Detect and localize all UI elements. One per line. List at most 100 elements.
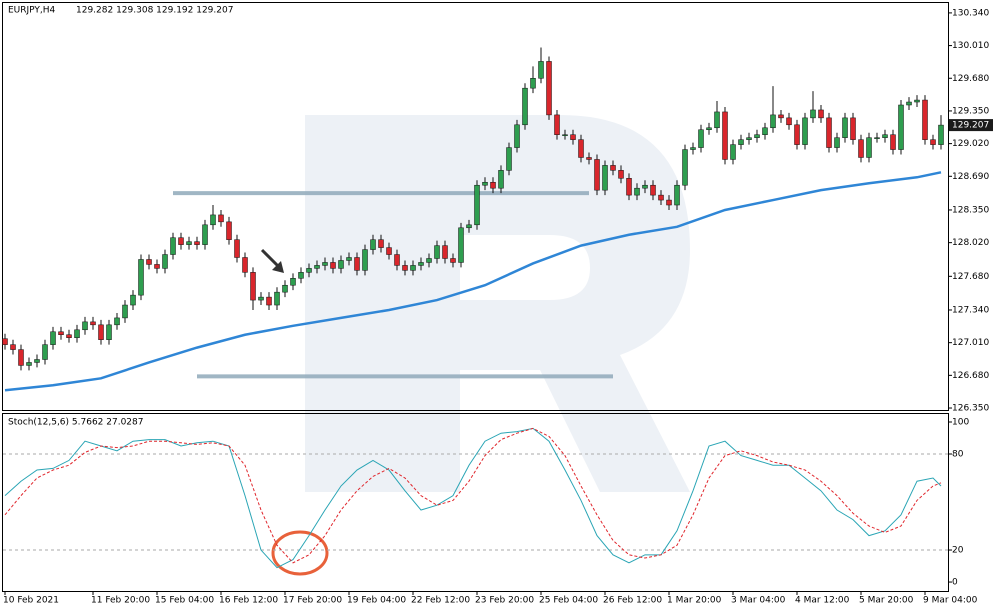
candle-body xyxy=(218,214,224,223)
y-tick-label: 100 xyxy=(952,418,969,428)
candle-body xyxy=(682,149,688,186)
candle-body xyxy=(898,104,904,150)
candle-body xyxy=(306,268,312,273)
stoch-line xyxy=(4,427,942,569)
candle-body xyxy=(346,257,352,261)
candle-body xyxy=(938,124,944,145)
candle-body xyxy=(562,134,568,136)
x-tick-label: 26 Feb 12:00 xyxy=(603,596,662,606)
candle-body xyxy=(690,147,696,150)
x-tick-label: 9 Mar 04:00 xyxy=(923,596,978,606)
candle-body xyxy=(786,117,792,126)
candle-body xyxy=(578,139,584,158)
y-tick-label: 129.020 xyxy=(952,139,989,149)
candle-body xyxy=(194,241,200,245)
candle-body xyxy=(34,359,40,363)
candle-body xyxy=(338,260,344,269)
candle-body xyxy=(74,329,80,338)
candle-body xyxy=(42,344,48,360)
candle-body xyxy=(762,127,768,135)
candle-body xyxy=(802,117,808,145)
candle-body xyxy=(714,111,720,129)
candle-body xyxy=(602,165,608,191)
candle-body xyxy=(666,199,672,206)
candle-body xyxy=(658,194,664,201)
candle-body xyxy=(298,272,304,279)
candle-body xyxy=(874,137,880,139)
y-tick-label: 128.690 xyxy=(952,172,989,182)
x-tick-label: 16 Feb 12:00 xyxy=(219,596,278,606)
x-tick-label: 15 Feb 04:00 xyxy=(155,596,214,606)
candle-body xyxy=(546,61,552,116)
candle-body xyxy=(330,262,336,269)
candle-body xyxy=(642,184,648,189)
x-tick-label: 11 Feb 20:00 xyxy=(91,596,150,606)
candle-body xyxy=(370,239,376,250)
stoch-panel-border xyxy=(2,413,949,592)
candle-body xyxy=(258,296,264,301)
candle-body xyxy=(130,294,136,306)
x-tick-label: 19 Feb 04:00 xyxy=(347,596,406,606)
candle-body xyxy=(522,87,528,126)
y-tick-label: 126.350 xyxy=(952,404,989,414)
candle-body xyxy=(634,187,640,196)
candle-body xyxy=(482,181,488,186)
candle-body xyxy=(818,109,824,119)
candle-body xyxy=(890,134,896,150)
candle-body xyxy=(426,258,432,263)
moving-average xyxy=(4,171,942,392)
candle-body xyxy=(186,241,192,245)
candle-body xyxy=(50,331,56,345)
candle-body xyxy=(770,114,776,129)
candle-body xyxy=(538,61,544,79)
candle-body xyxy=(90,321,96,326)
candle-body xyxy=(914,99,920,103)
candle-body xyxy=(386,247,392,255)
y-tick-label: 127.010 xyxy=(952,338,989,348)
candle-body xyxy=(498,170,504,189)
candle-body xyxy=(242,257,248,273)
candle-body xyxy=(314,265,320,269)
x-tick-label: 23 Feb 20:00 xyxy=(475,596,534,606)
y-tick-label: 126.680 xyxy=(952,371,989,381)
candle-body xyxy=(698,129,704,148)
stoch-line xyxy=(4,427,942,564)
candle-body xyxy=(930,139,936,145)
candle-body xyxy=(58,331,64,335)
candle-body xyxy=(162,254,168,269)
candle-body xyxy=(10,344,16,350)
y-tick-label: 130.340 xyxy=(952,8,989,18)
stoch-title: Stoch(12,5,6) 5.7662 27.0287 xyxy=(8,418,143,428)
y-tick-label: 127.680 xyxy=(952,272,989,282)
candle-body xyxy=(250,272,256,301)
candle-body xyxy=(274,291,280,306)
candle-body xyxy=(266,296,272,306)
y-tick-label: 130.010 xyxy=(952,41,989,51)
candle-body xyxy=(442,245,448,259)
candle-body xyxy=(418,262,424,266)
candle-body xyxy=(290,278,296,286)
y-tick-label: 129.350 xyxy=(952,106,989,116)
candle-body xyxy=(778,114,784,119)
candle-body xyxy=(466,224,472,229)
candle-body xyxy=(514,124,520,148)
x-tick-label: 3 Mar 04:00 xyxy=(731,596,786,606)
candle-body xyxy=(362,249,368,271)
candle-body xyxy=(618,170,624,179)
candle-body xyxy=(610,165,616,171)
y-tick-label: 127.340 xyxy=(952,305,989,315)
x-tick-label: 25 Feb 04:00 xyxy=(539,596,598,606)
candle-body xyxy=(82,321,88,331)
candle-body xyxy=(434,245,440,259)
candle-body xyxy=(202,224,208,245)
candle-body xyxy=(746,137,752,140)
candle-body xyxy=(210,214,216,226)
candle-body xyxy=(530,78,536,89)
candle-body xyxy=(842,117,848,138)
candle-body xyxy=(794,124,800,145)
candle-body xyxy=(106,324,112,340)
candle-body xyxy=(98,324,104,340)
candle-body xyxy=(410,265,416,271)
candle-body xyxy=(882,134,888,138)
y-tick-label: 0 xyxy=(952,578,958,588)
